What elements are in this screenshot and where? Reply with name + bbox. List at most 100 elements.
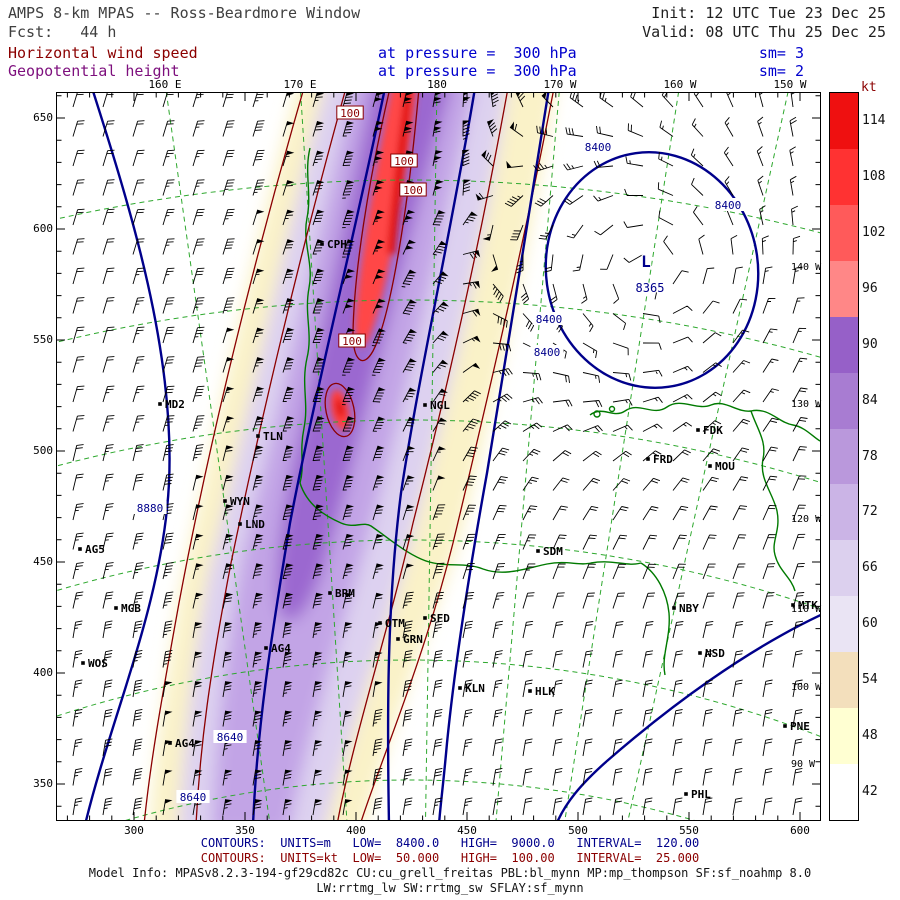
height-contour-label: 8640 [213, 730, 247, 744]
height-contour [85, 93, 171, 820]
field1-smoothing: sm= 3 [758, 44, 804, 62]
contour-label-box [581, 140, 615, 153]
station-marker: AG4 [264, 642, 291, 655]
colorbar-tick-label: 78 [862, 448, 878, 464]
contour-label-box [133, 501, 167, 514]
station-marker: KLN [458, 682, 485, 695]
station-marker: HLK [528, 685, 555, 698]
colorbar-tick-label: 66 [862, 560, 878, 576]
field2-smoothing: sm= 2 [758, 62, 804, 80]
init-time: Init: 12 UTC Tue 23 Dec 25 [651, 4, 886, 22]
meridian-line [564, 93, 679, 820]
right-meridian-label: 120 W [791, 514, 822, 525]
island [593, 410, 601, 418]
station-marker: FRD [646, 453, 673, 466]
station-label: NGL [430, 399, 450, 412]
contour-label-box [530, 345, 564, 358]
top-axis-label: 160 W [663, 78, 697, 91]
y-axis-label: 450 [33, 555, 53, 568]
colorbar-tick-label: 96 [862, 280, 878, 296]
station-dot [223, 499, 227, 503]
station-dot [423, 616, 427, 620]
station-marker: MTK [791, 599, 818, 612]
colorbar-segment [830, 484, 858, 541]
y-axis-label: 500 [33, 444, 53, 457]
station-dot [458, 686, 462, 690]
station-marker: MD2 [158, 398, 185, 411]
colorbar-tick-label: 60 [862, 616, 878, 632]
station-label: TLN [263, 430, 283, 443]
contour-label-box [390, 153, 418, 168]
contour-label-text: 8400 [585, 141, 612, 154]
station-marker: LND [238, 518, 265, 531]
low-center: L 8365 [634, 251, 665, 297]
wind-contour-label: 100 [399, 182, 427, 197]
axis-ticks [57, 93, 820, 820]
height-contour [438, 93, 550, 820]
station-marker: SFD [423, 612, 450, 625]
contour-label-box [213, 730, 247, 743]
contour-label-box [711, 198, 745, 211]
colorbar-tick-label: 42 [862, 784, 878, 800]
contour-label-text: 8640 [217, 731, 244, 744]
wind-contour-label: 100 [390, 153, 418, 168]
station-marker: GRN [396, 633, 423, 646]
field1-name: Horizontal wind speed [8, 44, 198, 62]
axis-tick-layer [57, 93, 820, 820]
wind-barbs [72, 93, 808, 816]
contour-label-text: 100 [340, 107, 360, 120]
station-label: KLN [465, 682, 485, 695]
station-dot [696, 428, 700, 432]
colorbar-segment [830, 428, 858, 485]
coastline [299, 147, 311, 484]
top-axis-label: 170 W [543, 78, 577, 91]
station-marker: SDM [536, 545, 563, 558]
parallel-arc [57, 299, 820, 358]
station-marker: CPH [320, 238, 347, 251]
colorbar-segment [830, 316, 858, 373]
wind-contour-label: 100 [336, 105, 364, 120]
contour-label-text: 8880 [137, 502, 164, 515]
station-dot [536, 549, 540, 553]
station-label: NSD [705, 647, 725, 660]
x-axis-label: 400 [346, 824, 366, 837]
map-plot: CPH MD2 NGL TLN FDK FRD MOU WYN LND AG5 SDM BRM MGB N… [57, 93, 820, 820]
x-axis-label: 550 [679, 824, 699, 837]
coastlines [299, 147, 820, 676]
colorbar-segment [830, 596, 858, 653]
station-marker: FDK [696, 424, 723, 437]
station-dot [791, 603, 795, 607]
contour-label-box [176, 790, 210, 803]
colorbar-segment [830, 93, 858, 149]
right-meridian-label: 140 W [791, 262, 822, 273]
colorbar-segment [830, 764, 858, 820]
wind-contour-label: 100 [338, 333, 366, 348]
colorbar-tick-label: 84 [862, 392, 878, 408]
station-label: SFD [430, 612, 450, 625]
station-dot [256, 434, 260, 438]
y-axis-label: 600 [33, 222, 53, 235]
height-contour-label: 8640 [176, 790, 210, 804]
station-label: PNE [790, 720, 810, 733]
station-marker: TLN [256, 430, 283, 443]
island [608, 405, 616, 413]
station-label: NBY [679, 602, 699, 615]
colorbar [829, 92, 859, 821]
colorbar-segment [830, 148, 858, 205]
low-symbol: L [641, 252, 651, 271]
station-marker: NSD [698, 647, 725, 660]
y-axis-label: 650 [33, 111, 53, 124]
plot-title: AMPS 8-km MPAS -- Ross-Beardmore Window [8, 4, 361, 22]
field2-name: Geopotential height [8, 62, 180, 80]
height-contour-label: 8880 [133, 501, 167, 515]
station-label: OTM [385, 617, 405, 630]
colorbar-segment [830, 260, 858, 317]
parallel-arc [57, 179, 820, 234]
station-marker: AG4 [168, 737, 195, 750]
colorbar-tick-label: 48 [862, 728, 878, 744]
station-dot [396, 637, 400, 641]
station-label: WOS [88, 657, 108, 670]
contour-label-box [336, 105, 364, 120]
station-dot [672, 606, 676, 610]
